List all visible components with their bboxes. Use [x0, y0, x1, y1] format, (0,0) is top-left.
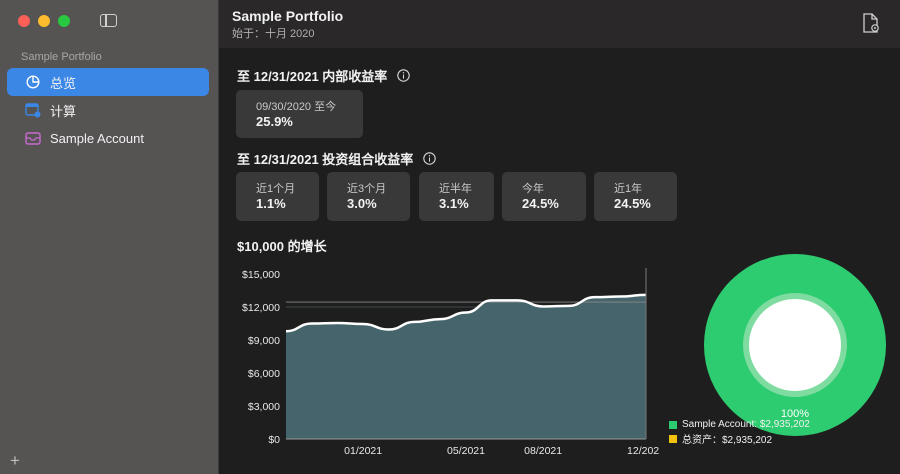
card-value: 3.1% — [439, 196, 469, 211]
info-icon[interactable] — [397, 69, 411, 82]
irr-card: 09/30/2020 至今 25.9% — [236, 90, 363, 138]
info-icon[interactable] — [423, 152, 437, 165]
card-value: 24.5% — [522, 196, 559, 211]
return-card-1y: 近1年 24.5% — [594, 172, 677, 221]
y-tick-label: $6,000 — [248, 368, 280, 380]
growth-heading-text: $10,000 的增长 — [237, 239, 327, 254]
account-tray-icon — [25, 130, 41, 146]
return-card-6m: 近半年 3.1% — [419, 172, 494, 221]
page-subtitle: 始于：十月 2020 — [232, 28, 315, 40]
x-tick-label: 08/2021 — [524, 445, 562, 457]
legend-item: Sample Account: $2,935,202 — [669, 419, 810, 430]
return-card-ytd: 今年 24.5% — [502, 172, 586, 221]
sidebar-item-label: 计算 — [50, 103, 77, 119]
calculator-icon — [25, 102, 41, 118]
close-window-button[interactable] — [18, 15, 30, 27]
add-button[interactable]: + — [10, 451, 20, 470]
returns-heading-text: 至 12/31/2021 投资组合收益率 — [237, 152, 414, 167]
pie-chart-icon — [25, 74, 41, 90]
slice-label: 100% — [781, 408, 809, 420]
growth-area-chart: $0 $3,000 $6,000 $9,000 $12,000 $15,000 01/202… — [242, 268, 660, 457]
page-title: Sample Portfolio — [232, 8, 344, 24]
card-label: 近1个月 — [256, 183, 296, 195]
sidebar-item-label: Sample Account — [50, 130, 144, 146]
card-label: 近3个月 — [347, 183, 387, 195]
sidebar: Sample Portfolio 总览 计算 Sample Account + — [0, 0, 219, 474]
y-tick-label: $12,000 — [242, 302, 280, 314]
donut-hole — [749, 299, 841, 391]
x-tick-label: 12/2021 — [627, 445, 660, 457]
return-card-1m: 近1个月 1.1% — [236, 172, 319, 221]
minimize-window-button[interactable] — [38, 15, 50, 27]
card-label: 近半年 — [439, 183, 472, 195]
legend-text: Sample Account: $2,935,202 — [682, 419, 810, 430]
legend-text: 总资产：$2,935,202 — [682, 435, 773, 446]
legend-item: 总资产：$2,935,202 — [669, 431, 772, 446]
zoom-window-button[interactable] — [58, 15, 70, 27]
card-label: 近1年 — [614, 183, 643, 195]
card-value: 3.0% — [347, 196, 377, 211]
y-tick-label: $0 — [268, 434, 280, 446]
sidebar-item-overview[interactable]: 总览 — [7, 68, 209, 96]
card-value: 1.1% — [256, 196, 286, 211]
irr-heading: 至 12/31/2021 内部收益率 — [237, 66, 411, 85]
y-tick-label: $15,000 — [242, 269, 280, 281]
legend-swatch — [669, 420, 677, 429]
card-label: 今年 — [522, 183, 544, 195]
document-settings-icon[interactable] — [862, 13, 880, 33]
toolbar: Sample Portfolio 始于：十月 2020 — [219, 0, 900, 48]
y-tick-label: $9,000 — [248, 335, 280, 347]
growth-heading: $10,000 的增长 — [237, 236, 327, 255]
allocation-donut-chart: 100% — [704, 254, 886, 436]
sidebar-item-label: 总览 — [50, 75, 77, 91]
legend-swatch — [669, 434, 677, 443]
x-tick-label: 05/2021 — [447, 445, 485, 457]
return-card-3m: 近3个月 3.0% — [327, 172, 410, 221]
x-tick-label: 01/2021 — [344, 445, 382, 457]
y-tick-label: $3,000 — [248, 401, 280, 413]
series-line — [285, 293, 647, 333]
card-value: 25.9% — [256, 114, 293, 129]
card-value: 24.5% — [614, 196, 651, 211]
irr-heading-text: 至 12/31/2021 内部收益率 — [237, 69, 388, 84]
area-fill — [286, 294, 646, 439]
sidebar-item-sample-account[interactable]: Sample Account — [7, 124, 209, 152]
returns-heading: 至 12/31/2021 投资组合收益率 — [237, 149, 437, 168]
sidebar-section-title: Sample Portfolio — [21, 51, 102, 63]
card-label: 09/30/2020 至今 — [256, 101, 337, 113]
sidebar-item-calculate[interactable]: 计算 — [7, 96, 209, 124]
sidebar-toggle-icon[interactable] — [100, 14, 117, 27]
